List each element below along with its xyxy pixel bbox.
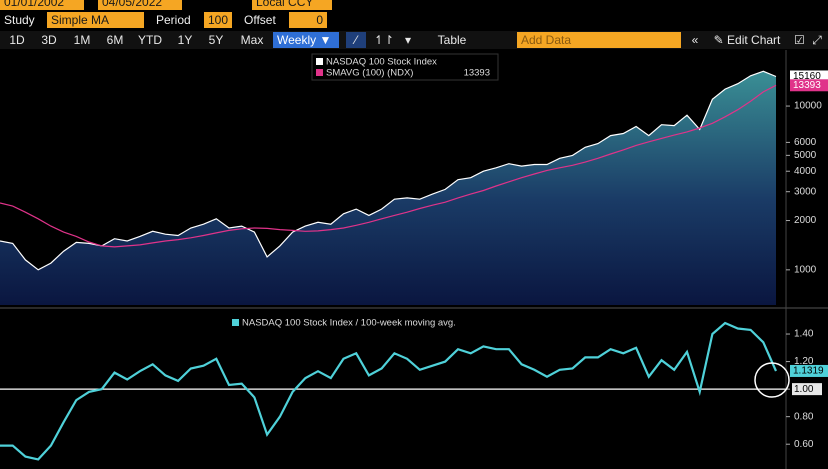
more-button[interactable]: ▾ — [404, 33, 412, 47]
last-value-label: 15160 — [793, 71, 821, 82]
legend-swatch — [316, 69, 323, 76]
date-bar: 01/01/2002 04/05/2022 Local CCY — [0, 0, 828, 11]
settings-button[interactable]: ☑ — [794, 33, 805, 47]
legend-value: 13393 — [464, 68, 490, 79]
last-value-label: 1.1319 — [793, 366, 824, 377]
legend-swatch — [232, 319, 239, 326]
collapse-button[interactable]: « — [691, 33, 699, 47]
study-label: Study — [4, 13, 35, 27]
y-tick-label: 4000 — [794, 166, 817, 177]
period-input[interactable]: 100 — [204, 12, 232, 28]
area — [0, 71, 776, 305]
indicator-button[interactable]: ↿↾ — [374, 33, 395, 47]
offset-input[interactable]: 0 — [289, 12, 327, 28]
range-button[interactable]: 1M — [73, 33, 91, 47]
legend-entry: NASDAQ 100 Stock Index — [316, 57, 437, 68]
table-button[interactable]: Table — [437, 33, 467, 47]
line — [0, 321, 778, 461]
range-button[interactable]: 6M — [106, 33, 124, 47]
line — [0, 84, 777, 248]
period-label: Period — [156, 13, 191, 27]
last-value-tag — [790, 79, 828, 92]
legend-label: NASDAQ 100 Stock Index — [326, 57, 437, 68]
y-tick-label: 0.80 — [794, 411, 814, 422]
range-button[interactable]: 5Y — [208, 33, 224, 47]
legend-label: NASDAQ 100 Stock Index / 100-week moving… — [242, 318, 456, 329]
y-tick-label: 1.20 — [794, 356, 814, 367]
edit-chart-button[interactable]: ✎ Edit Chart — [713, 33, 781, 47]
range-button[interactable]: 3D — [41, 33, 57, 47]
study-bar: Study Simple MA Period 100 Offset 0 — [0, 12, 828, 29]
y-tick-label: 1000 — [794, 264, 817, 275]
last-value-label: 13393 — [793, 80, 821, 91]
annotation-circle — [754, 362, 790, 398]
last-value-tag — [790, 364, 828, 377]
legend-entry: SMAVG (100) (NDX) 13393 — [316, 68, 490, 79]
range-button[interactable]: 1Y — [177, 33, 193, 47]
range-bar: 1D 3D 1M 6M YTD 1Y 5Y Max Weekly ▼ ⁄ ↿↾ … — [0, 31, 828, 49]
y-tick-label: 0.60 — [794, 439, 814, 450]
legend-entry: NASDAQ 100 Stock Index / 100-week moving… — [232, 318, 456, 329]
edit-chart-label: Edit Chart — [727, 33, 781, 47]
range-button[interactable]: Max — [240, 33, 264, 47]
line — [0, 70, 777, 271]
legend-swatch — [316, 58, 323, 65]
add-data-input[interactable]: Add Data — [517, 32, 681, 48]
range-button[interactable]: YTD — [138, 33, 162, 47]
offset-label: Offset — [244, 13, 276, 27]
start-date[interactable]: 01/01/2002 — [0, 0, 84, 10]
y-tick-label: 10000 — [794, 101, 822, 112]
currency[interactable]: Local CCY — [252, 0, 332, 10]
y-tick-label: 6000 — [794, 137, 817, 148]
study-select[interactable]: Simple MA — [47, 12, 144, 28]
y-tick-label: 3000 — [794, 186, 817, 197]
chart-area: 1000 2000 3000 4000 5000 6000 10000 15160 NASDAQ… — [0, 50, 828, 469]
chart-type-button[interactable]: ⁄ — [346, 32, 366, 48]
end-date[interactable]: 04/05/2022 — [98, 0, 182, 10]
tick-highlight — [792, 383, 822, 396]
expand-button[interactable]: ⤢ — [812, 33, 822, 47]
y-tick-label: 2000 — [794, 215, 817, 226]
frequency-select[interactable]: Weekly ▼ — [273, 32, 339, 48]
y-tick-label: 1.00 — [794, 384, 814, 395]
legend-label: SMAVG (100) (NDX) — [326, 68, 413, 79]
legend-box — [311, 53, 499, 81]
y-tick-label: 1.40 — [794, 329, 814, 340]
y-tick-label: 5000 — [794, 150, 817, 161]
range-button[interactable]: 1D — [9, 33, 25, 47]
